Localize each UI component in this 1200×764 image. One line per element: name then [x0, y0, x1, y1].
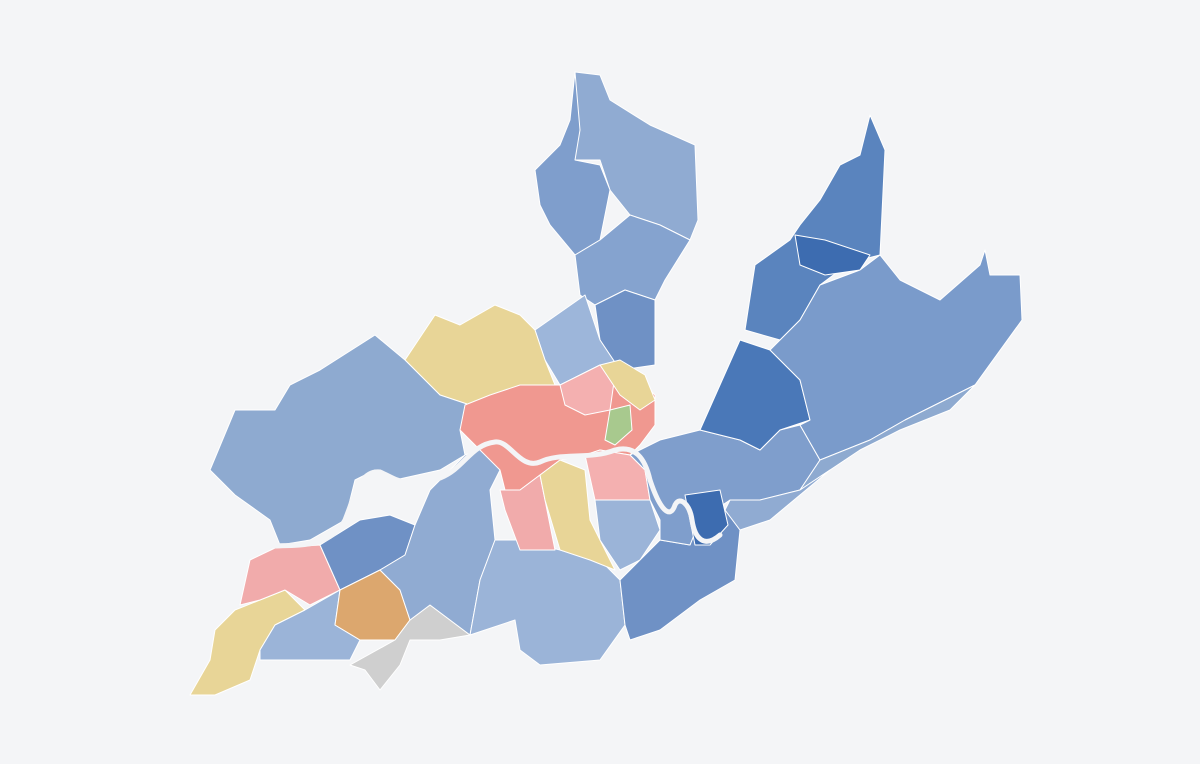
- region: [769, 249, 1023, 461]
- river: [267, 439, 723, 549]
- region: [349, 604, 471, 691]
- regions: [189, 71, 1023, 696]
- region: [724, 469, 831, 531]
- region: [599, 359, 656, 411]
- region: [499, 474, 556, 551]
- region: [189, 589, 306, 696]
- region: [539, 459, 616, 571]
- region: [604, 404, 633, 446]
- region: [559, 364, 616, 416]
